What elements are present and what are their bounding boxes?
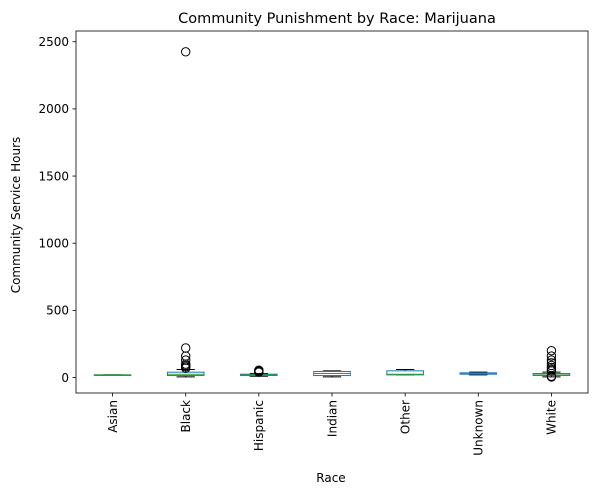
y-tick-label: 2500 — [38, 35, 69, 49]
x-tick-label: Other — [398, 400, 412, 434]
outlier-point — [546, 358, 557, 368]
plot-area: 0 500 1000 1500 2000 2500 Asian Black Hispanic In… — [38, 30, 589, 456]
y-tick-label: 2000 — [38, 102, 69, 116]
x-tick-label: Black — [179, 400, 193, 433]
x-tick-label: White — [545, 400, 559, 435]
outlier-point — [254, 365, 264, 375]
x-tick-label: Asian — [106, 400, 120, 433]
y-tick-label: 1500 — [38, 169, 69, 183]
y-tick-label: 1000 — [38, 237, 69, 251]
chart-title: Community Punishment by Race: Marijuana — [178, 11, 496, 27]
outlier-point — [546, 360, 557, 371]
box-other — [386, 370, 424, 376]
outlier-point — [181, 343, 191, 353]
outlier-point — [181, 355, 191, 365]
outlier-point — [181, 47, 191, 57]
x-tick-label: Unknown — [472, 400, 486, 456]
y-tick-label: 0 — [61, 371, 69, 385]
outlier-point — [546, 355, 557, 365]
x-tick-label: Hispanic — [252, 400, 266, 451]
x-axis-label: Race — [316, 471, 345, 485]
axes-frame — [75, 30, 589, 394]
outlier-point — [546, 351, 557, 361]
outlier-point — [546, 345, 557, 356]
x-tick-label: Indian — [325, 400, 339, 437]
y-tick-label: 500 — [46, 304, 69, 318]
y-axis-label: Community Service Hours — [9, 137, 23, 294]
